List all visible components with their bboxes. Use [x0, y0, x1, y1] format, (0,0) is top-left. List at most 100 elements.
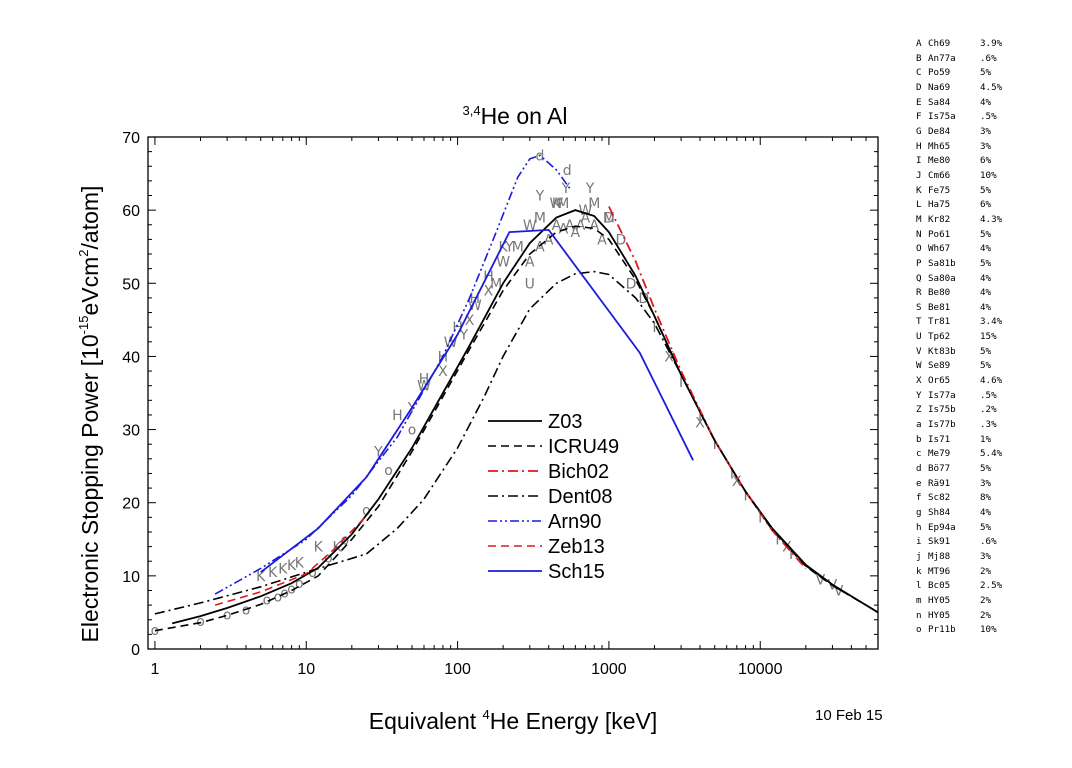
- legend-label: Bich02: [548, 461, 609, 483]
- data-point: A: [581, 210, 591, 226]
- reference-code: K: [916, 184, 922, 196]
- reference-row: Z Is75b .2%: [916, 403, 1002, 418]
- reference-name: MT96: [928, 565, 951, 577]
- reference-name: Be80: [928, 287, 951, 299]
- reference-unc: 3.9%: [980, 38, 1003, 49]
- y-tick-label: 20: [122, 496, 140, 513]
- reference-unc: 15%: [980, 331, 997, 343]
- reference-code: n: [916, 609, 922, 621]
- data-point: H: [392, 408, 403, 424]
- reference-row: P Sa81b 5%: [916, 257, 1002, 272]
- legend-label: Z03: [548, 411, 582, 433]
- data-point: A: [544, 232, 554, 248]
- data-point: K: [552, 196, 562, 212]
- data-point: M: [557, 196, 569, 212]
- chart-legend: Z03 ICRU49 Bich02 Dent08 Arn90 Zeb13 Sch15: [488, 411, 619, 583]
- reference-name: Kr82: [928, 213, 951, 225]
- x-tick-label: 1000: [591, 661, 627, 678]
- reference-code: h: [916, 521, 922, 533]
- reference-name: Po61: [928, 228, 951, 240]
- data-point: A: [565, 218, 575, 234]
- reference-unc: 8%: [980, 492, 992, 504]
- reference-code: k: [916, 565, 922, 577]
- data-point: H: [452, 320, 463, 336]
- reference-name: Me79: [928, 448, 951, 460]
- data-point: o: [295, 576, 304, 592]
- y-tick-label: 40: [122, 349, 140, 366]
- reference-code: N: [916, 228, 922, 240]
- data-point: I: [744, 488, 748, 504]
- series-line-dent08: [154, 270, 879, 615]
- reference-row: L Ha75 6%: [916, 198, 1002, 213]
- reference-unc: 4%: [980, 272, 992, 284]
- reference-name: Pr11b: [928, 624, 956, 636]
- reference-name: An77a: [928, 52, 956, 64]
- reference-name: Rä91: [928, 477, 951, 489]
- data-point: K: [314, 540, 324, 556]
- reference-code: l: [916, 580, 922, 592]
- reference-unc: 5%: [980, 184, 992, 196]
- x-tick-label: 10: [297, 661, 315, 678]
- reference-name: Kt83b: [928, 345, 956, 357]
- reference-row: d Bö77 5%: [916, 462, 1002, 477]
- reference-name: Sk91: [928, 536, 951, 548]
- reference-code: L: [916, 199, 922, 211]
- data-point: M: [534, 210, 546, 226]
- reference-name: De84: [928, 125, 951, 137]
- reference-list: A Ch69 3.9% B An77a .6% C Po59 5% D Na69 4.5% E Sa84 4…: [916, 37, 1002, 638]
- reference-unc: 10%: [980, 624, 997, 636]
- data-point: I: [679, 375, 683, 391]
- reference-name: Mj88: [928, 550, 951, 562]
- reference-row: m HY05 2%: [916, 594, 1002, 609]
- reference-unc: .6%: [980, 536, 997, 548]
- reference-row: C Po59 5%: [916, 66, 1002, 81]
- data-point: o: [384, 463, 393, 479]
- data-point: Y: [585, 181, 595, 197]
- reference-unc: 4%: [980, 287, 992, 299]
- reference-row: V Kt83b 5%: [916, 345, 1002, 360]
- reference-name: Tp62: [928, 331, 951, 343]
- reference-row: a Is77b .3%: [916, 418, 1002, 433]
- reference-code: c: [916, 448, 922, 460]
- reference-row: W Se89 5%: [916, 359, 1002, 374]
- data-point: D: [638, 291, 649, 307]
- reference-row: R Be80 4%: [916, 286, 1002, 301]
- date-stamp: 10 Feb 15: [815, 707, 883, 724]
- reference-unc: 2%: [980, 565, 992, 577]
- y-axis-label: Electronic Stopping Power [10-15eVcm2/at…: [76, 186, 103, 643]
- reference-unc: 3%: [980, 550, 992, 562]
- legend-label: Sch15: [548, 561, 605, 583]
- reference-unc: 5%: [980, 521, 992, 533]
- reference-code: X: [916, 375, 922, 387]
- reference-row: j Mj88 3%: [916, 550, 1002, 565]
- reference-unc: .5%: [980, 389, 997, 401]
- reference-row: n HY05 2%: [916, 609, 1002, 624]
- data-point: A: [571, 225, 581, 241]
- data-point: I: [758, 510, 762, 526]
- reference-code: C: [916, 67, 922, 79]
- reference-row: M Kr82 4.3%: [916, 213, 1002, 228]
- reference-name: Bö77: [928, 463, 951, 475]
- data-point: Y: [561, 181, 571, 197]
- reference-code: I: [916, 155, 922, 167]
- reference-code: i: [916, 536, 922, 548]
- series-line-sch15: [260, 228, 694, 573]
- chart-title-main: He on Al: [481, 103, 568, 129]
- data-point: X: [465, 313, 475, 329]
- reference-name: Me80: [928, 155, 951, 167]
- x-tick-label: 10000: [738, 661, 783, 678]
- reference-row: S Be81 4%: [916, 301, 1002, 316]
- reference-unc: 4%: [980, 507, 992, 518]
- reference-name: Ha75: [928, 199, 951, 211]
- reference-unc: 3.4%: [980, 316, 1003, 328]
- reference-code: a: [916, 419, 922, 431]
- reference-unc: .2%: [980, 404, 997, 416]
- reference-name: Sa84: [928, 96, 951, 108]
- data-point: A: [552, 218, 562, 234]
- reference-code: f: [916, 492, 922, 504]
- chart-title: 3,4He on Al: [462, 103, 567, 129]
- reference-code: G: [916, 125, 922, 137]
- y-tick-label: 50: [122, 276, 140, 293]
- reference-row: o Pr11b 10%: [916, 623, 1002, 638]
